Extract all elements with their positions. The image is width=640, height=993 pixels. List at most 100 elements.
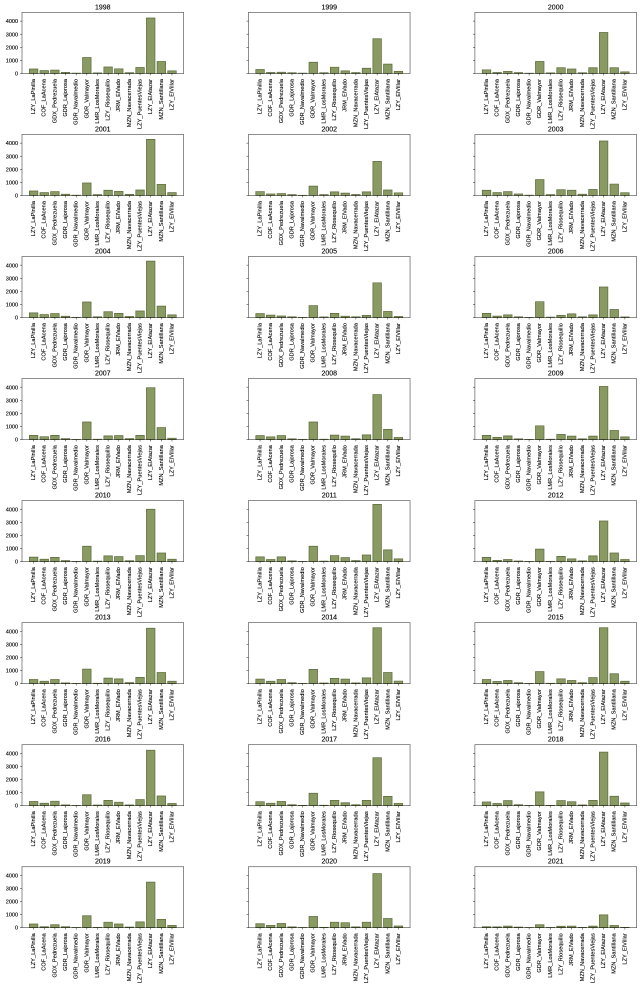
svg-text:1000: 1000 [6,669,18,675]
svg-text:LZY_LaPinilla: LZY_LaPinilla [31,78,37,114]
svg-text:LZY_ElAtazar: LZY_ElAtazar [375,567,381,602]
svg-text:MZN_Santillana: MZN_Santillana [612,444,618,485]
svg-text:LZY_PuentesViejas: LZY_PuentesViejas [138,79,144,129]
svg-text:COF_LaAcena: COF_LaAcena [268,322,274,360]
svg-text:MZN_Navacerrada: MZN_Navacerrada [353,932,359,981]
svg-text:MZN_Santillana: MZN_Santillana [612,200,618,241]
svg-text:LZY_ElVillar: LZY_ElVillar [622,445,628,476]
svg-text:2000: 2000 [6,411,18,417]
svg-text:GDR_Valmayor: GDR_Valmayor [537,567,543,606]
svg-text:GDX_Pedrezuela: GDX_Pedrezuela [505,566,511,611]
svg-text:2011: 2011 [322,492,337,499]
svg-text:LZY_LaPinilla: LZY_LaPinilla [484,200,490,236]
svg-text:LZY_ElVillar: LZY_ElVillar [169,811,175,842]
svg-text:4000: 4000 [6,141,18,147]
svg-text:LZY_Riosequillo: LZY_Riosequillo [106,689,112,731]
svg-text:LZY_LaPinilla: LZY_LaPinilla [484,322,490,358]
svg-text:GDX_Pedrezuela: GDX_Pedrezuela [279,932,285,977]
svg-text:MZN_Santillana: MZN_Santillana [159,322,165,363]
svg-text:MZN_Navacerrada: MZN_Navacerrada [353,200,359,249]
svg-text:LZY_LaPinilla: LZY_LaPinilla [31,444,37,480]
svg-text:LMR_LosMorales: LMR_LosMorales [95,933,101,978]
svg-text:LZY_LaPinilla: LZY_LaPinilla [484,566,490,602]
svg-text:MZN_Navacerrada: MZN_Navacerrada [353,810,359,859]
svg-text:LZY_ElAtazar: LZY_ElAtazar [601,323,607,358]
svg-text:LMR_LosMorales: LMR_LosMorales [548,79,554,124]
svg-text:GDR_Valmayor: GDR_Valmayor [311,201,317,240]
svg-text:GDR_Lajorosa: GDR_Lajorosa [289,810,295,849]
svg-text:LZY_ElVillar: LZY_ElVillar [396,567,402,598]
svg-text:2013: 2013 [95,614,111,621]
svg-text:LZY_ElAtazar: LZY_ElAtazar [148,567,154,602]
svg-text:LZY_LaPinilla: LZY_LaPinilla [31,322,37,358]
svg-text:LZY_Riosequillo: LZY_Riosequillo [332,323,338,365]
svg-text:LMR_LosMorales: LMR_LosMorales [95,201,101,246]
svg-text:MZN_Santillana: MZN_Santillana [385,444,391,485]
svg-text:0: 0 [15,438,18,444]
svg-text:COF_LaAcena: COF_LaAcena [42,932,48,970]
svg-text:MZN_Santillana: MZN_Santillana [612,688,618,729]
svg-text:LZY_PuentesViejas: LZY_PuentesViejas [138,445,144,495]
svg-text:LZY_LaPinilla: LZY_LaPinilla [484,444,490,480]
svg-text:MZN_Navacerrada: MZN_Navacerrada [127,322,133,371]
svg-text:LZY_PuentesViejas: LZY_PuentesViejas [364,201,370,251]
svg-text:JRM_ElVado: JRM_ElVado [343,811,349,844]
svg-text:1000: 1000 [6,913,18,919]
svg-text:LZY_PuentesViejas: LZY_PuentesViejas [138,567,144,617]
svg-text:4000: 4000 [6,629,18,635]
svg-text:GDX_Pedrezuela: GDX_Pedrezuela [505,810,511,855]
svg-text:LMR_LosMorales: LMR_LosMorales [95,79,101,124]
svg-text:GDR_Navalmedio: GDR_Navalmedio [300,933,306,979]
svg-text:GDR_Lajorosa: GDR_Lajorosa [516,932,522,971]
svg-text:MZN_Santillana: MZN_Santillana [612,322,618,363]
svg-text:2017: 2017 [321,736,337,743]
svg-text:LZY_ElAtazar: LZY_ElAtazar [601,689,607,724]
svg-text:LZY_LaPinilla: LZY_LaPinilla [31,566,37,602]
svg-text:LZY_Riosequillo: LZY_Riosequillo [558,933,564,975]
svg-text:LZY_PuentesViejas: LZY_PuentesViejas [590,811,596,861]
svg-text:GDX_Pedrezuela: GDX_Pedrezuela [279,688,285,733]
svg-text:JRM_ElVado: JRM_ElVado [343,689,349,722]
svg-text:GDR_Lajorosa: GDR_Lajorosa [516,444,522,483]
svg-text:GDR_Lajorosa: GDR_Lajorosa [63,566,69,605]
svg-text:GDR_Navalmedio: GDR_Navalmedio [300,323,306,369]
svg-text:LMR_LosMorales: LMR_LosMorales [548,445,554,490]
svg-text:LZY_ElAtazar: LZY_ElAtazar [601,811,607,846]
svg-text:LZY_Riosequillo: LZY_Riosequillo [106,79,112,121]
svg-text:LZY_ElVillar: LZY_ElVillar [622,933,628,964]
svg-text:LZY_PuentesViejas: LZY_PuentesViejas [590,689,596,739]
svg-text:3000: 3000 [6,276,18,282]
svg-text:GDR_Lajorosa: GDR_Lajorosa [516,566,522,605]
svg-text:GDR_Lajorosa: GDR_Lajorosa [63,810,69,849]
svg-text:GDR_Valmayor: GDR_Valmayor [537,811,543,850]
svg-text:0: 0 [15,682,18,688]
svg-text:LZY_ElAtazar: LZY_ElAtazar [148,323,154,358]
svg-text:LZY_Riosequillo: LZY_Riosequillo [558,201,564,243]
svg-text:2014: 2014 [321,614,337,621]
svg-text:MZN_Santillana: MZN_Santillana [159,566,165,607]
svg-text:GDR_Lajorosa: GDR_Lajorosa [289,566,295,605]
svg-text:GDX_Pedrezuela: GDX_Pedrezuela [52,200,58,245]
svg-text:MZN_Navacerrada: MZN_Navacerrada [353,322,359,371]
svg-text:COF_LaAcena: COF_LaAcena [268,444,274,482]
svg-text:GDX_Pedrezuela: GDX_Pedrezuela [279,810,285,855]
svg-text:GDX_Pedrezuela: GDX_Pedrezuela [52,78,58,123]
svg-text:GDX_Pedrezuela: GDX_Pedrezuela [505,444,511,489]
svg-text:LZY_PuentesViejas: LZY_PuentesViejas [590,79,596,129]
svg-text:LZY_ElVillar: LZY_ElVillar [396,201,402,232]
svg-text:LZY_LaPinilla: LZY_LaPinilla [484,688,490,724]
svg-text:GDR_Navalmedio: GDR_Navalmedio [74,567,80,613]
svg-text:4000: 4000 [6,385,18,391]
svg-text:LMR_LosMorales: LMR_LosMorales [548,811,554,856]
svg-text:LZY_Riosequillo: LZY_Riosequillo [106,567,112,609]
svg-text:2000: 2000 [548,4,564,11]
svg-text:GDX_Pedrezuela: GDX_Pedrezuela [505,688,511,733]
svg-text:LMR_LosMorales: LMR_LosMorales [95,689,101,734]
svg-text:3000: 3000 [6,32,18,38]
svg-text:GDR_Lajorosa: GDR_Lajorosa [289,200,295,239]
svg-text:GDR_Valmayor: GDR_Valmayor [84,933,90,972]
svg-text:JRM_ElVado: JRM_ElVado [116,445,122,478]
svg-text:LZY_PuentesViejas: LZY_PuentesViejas [364,445,370,495]
svg-text:LZY_ElAtazar: LZY_ElAtazar [375,323,381,358]
svg-text:COF_LaAcena: COF_LaAcena [42,322,48,360]
